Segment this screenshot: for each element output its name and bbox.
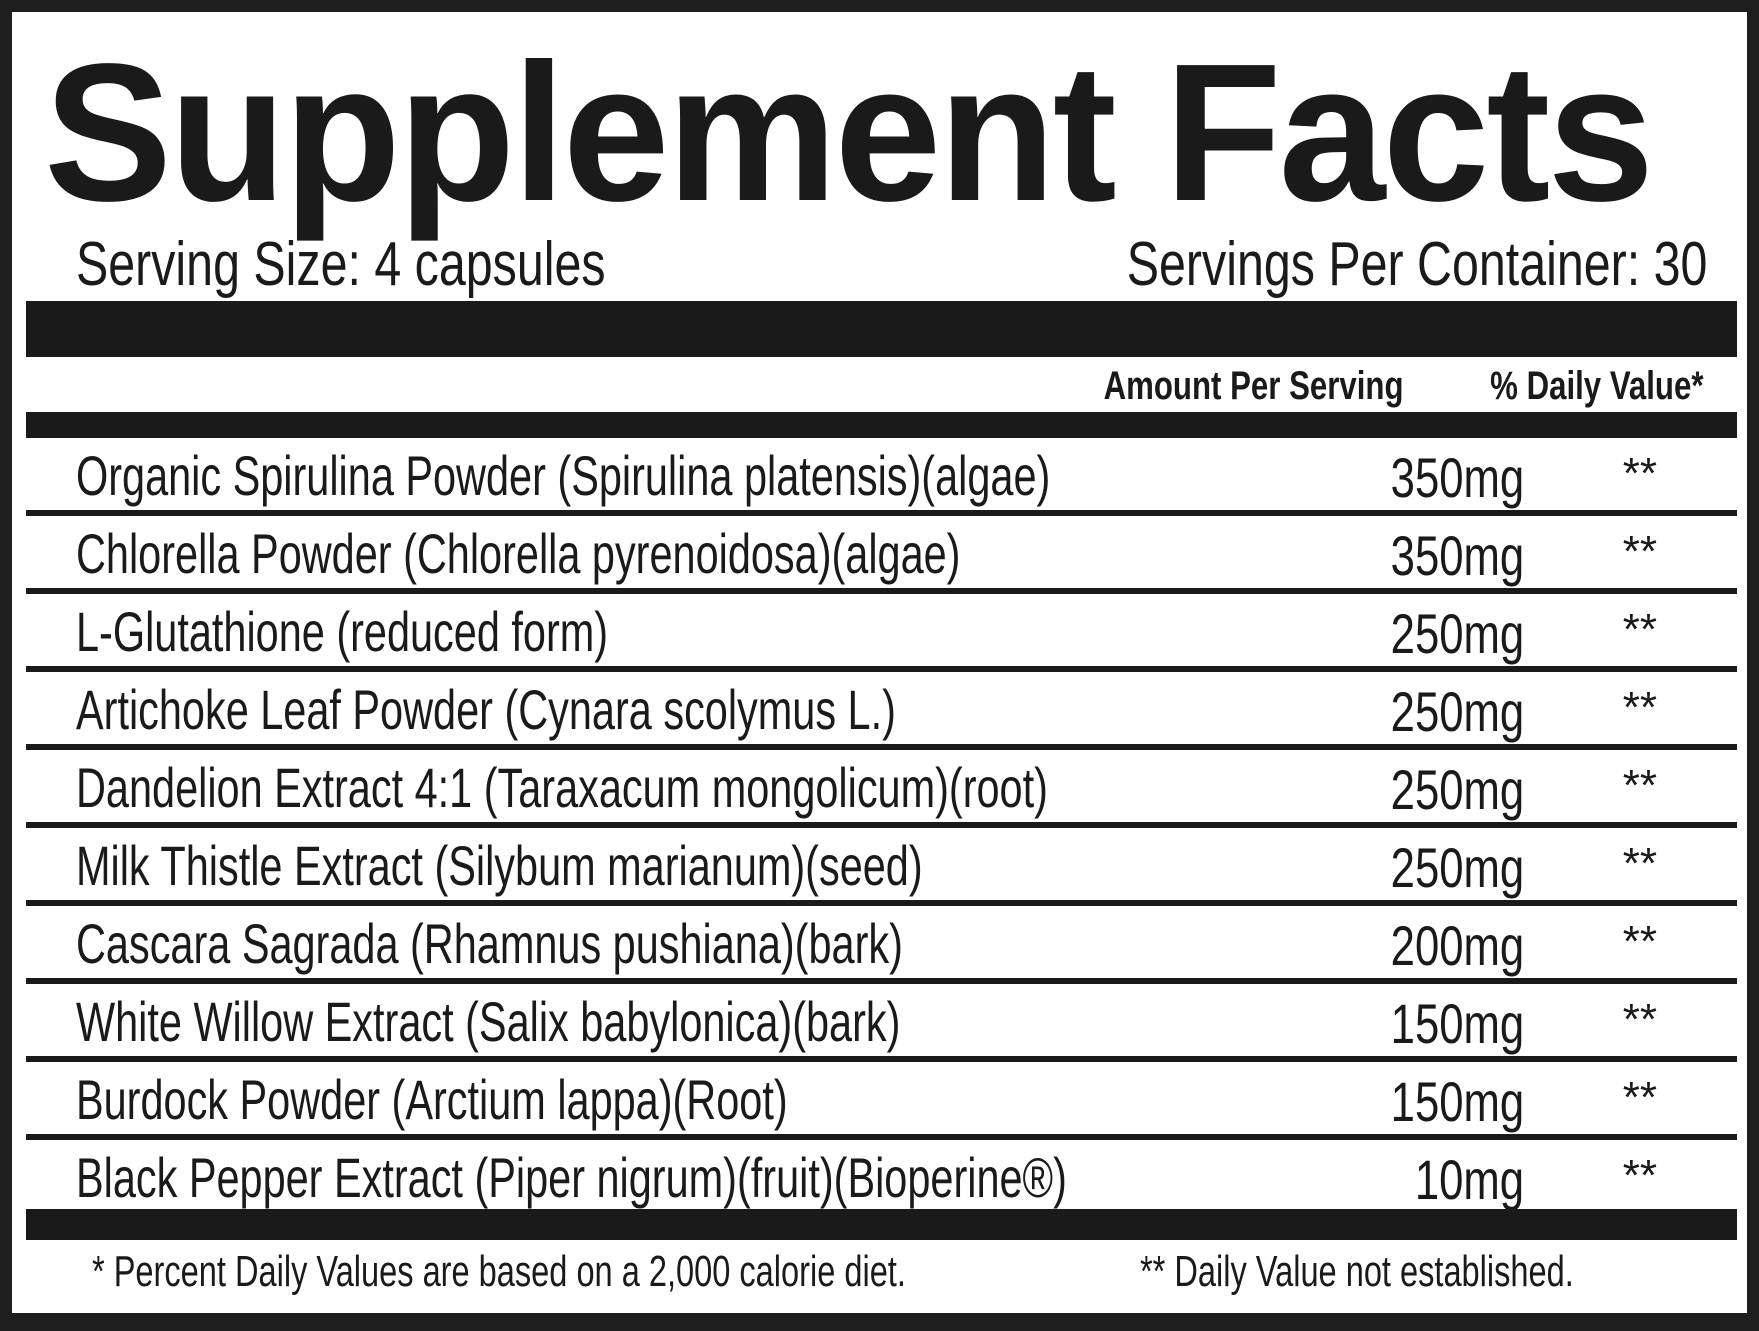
ingredient-amount: 250mg — [1390, 606, 1524, 662]
ingredient-row: Chlorella Powder (Chlorella pyrenoidosa)… — [26, 516, 1737, 594]
footnote-right-text: ** Daily Value not established. — [1140, 1247, 1574, 1296]
ingredient-amount: 150mg — [1390, 996, 1524, 1052]
ingredient-row: Artichoke Leaf Powder (Cynara scolymus L… — [26, 672, 1737, 750]
ingredient-name-text: L-Glutathione (reduced form) — [76, 600, 609, 663]
ingredient-amount: 350mg — [1390, 528, 1524, 584]
ingredient-name-text: Burdock Powder (Arctium lappa)(Root) — [76, 1068, 788, 1131]
header-amount: Amount Per Serving — [1104, 366, 1404, 406]
serving-size-text: Serving Size: 4 capsules — [76, 230, 606, 299]
footnote-daily-values: * Percent Daily Values are based on a 2,… — [92, 1250, 906, 1294]
ingredient-amount-text: 150mg — [1390, 1070, 1524, 1133]
ingredient-daily-value: ** — [1622, 449, 1657, 498]
ingredient-daily-value: ** — [1622, 527, 1657, 576]
servings-per-container: Servings Per Container: 30 — [1126, 234, 1707, 296]
ingredient-amount-text: 250mg — [1390, 758, 1524, 821]
footnote-left-text: * Percent Daily Values are based on a 2,… — [92, 1247, 906, 1296]
ingredient-amount: 150mg — [1390, 1074, 1524, 1130]
ingredient-daily-value: ** — [1622, 1073, 1657, 1122]
header-divider — [26, 412, 1737, 438]
ingredient-amount-text: 350mg — [1390, 446, 1524, 509]
ingredient-name: Artichoke Leaf Powder (Cynara scolymus L… — [76, 682, 896, 738]
ingredient-name-text: Dandelion Extract 4:1 (Taraxacum mongoli… — [76, 756, 1048, 819]
ingredient-amount-text: 150mg — [1390, 992, 1524, 1055]
ingredient-name-text: Artichoke Leaf Powder (Cynara scolymus L… — [76, 678, 896, 741]
ingredient-row: White Willow Extract (Salix babylonica)(… — [26, 984, 1737, 1062]
label-title: Supplement Facts — [44, 23, 1654, 242]
ingredient-amount: 10mg — [1415, 1152, 1524, 1208]
header-daily-value: % Daily Value* — [1490, 366, 1703, 406]
ingredient-name: White Willow Extract (Salix babylonica)(… — [76, 994, 900, 1050]
ingredient-name-text: Cascara Sagrada (Rhamnus pushiana)(bark) — [76, 912, 903, 975]
ingredient-name: Organic Spirulina Powder (Spirulina plat… — [76, 448, 1050, 504]
ingredient-amount-text: 200mg — [1390, 914, 1524, 977]
servings-per-container-text: Servings Per Container: 30 — [1126, 230, 1707, 299]
ingredient-name-text: Chlorella Powder (Chlorella pyrenoidosa)… — [76, 522, 961, 585]
ingredient-amount: 250mg — [1390, 762, 1524, 818]
ingredient-name-text: White Willow Extract (Salix babylonica)(… — [76, 990, 901, 1053]
ingredient-daily-value: ** — [1622, 995, 1657, 1044]
ingredient-name-text: Black Pepper Extract (Piper nigrum)(frui… — [76, 1146, 1067, 1209]
ingredient-row: Cascara Sagrada (Rhamnus pushiana)(bark)… — [26, 906, 1737, 984]
ingredient-name-text: Organic Spirulina Powder (Spirulina plat… — [76, 444, 1051, 507]
ingredient-amount-text: 250mg — [1390, 602, 1524, 665]
bottom-divider — [26, 1209, 1737, 1240]
ingredient-amount: 350mg — [1390, 450, 1524, 506]
serving-size: Serving Size: 4 capsules — [76, 234, 606, 296]
ingredient-name: Chlorella Powder (Chlorella pyrenoidosa)… — [76, 526, 960, 582]
ingredient-row: L-Glutathione (reduced form) 250mg ** — [26, 594, 1737, 672]
ingredient-daily-value: ** — [1622, 605, 1657, 654]
ingredient-amount-text: 10mg — [1414, 1148, 1524, 1211]
ingredient-name: Dandelion Extract 4:1 (Taraxacum mongoli… — [76, 760, 1048, 816]
ingredient-amount: 250mg — [1390, 684, 1524, 740]
ingredient-name: Milk Thistle Extract (Silybum marianum)(… — [76, 838, 923, 894]
ingredient-amount: 200mg — [1390, 918, 1524, 974]
ingredient-row: Dandelion Extract 4:1 (Taraxacum mongoli… — [26, 750, 1737, 828]
ingredient-daily-value: ** — [1622, 1151, 1657, 1200]
ingredient-name: Burdock Powder (Arctium lappa)(Root) — [76, 1072, 788, 1128]
ingredient-name-text: Milk Thistle Extract (Silybum marianum)(… — [76, 834, 923, 897]
thick-divider — [26, 301, 1737, 357]
ingredient-row: Black Pepper Extract (Piper nigrum)(frui… — [26, 1140, 1737, 1212]
ingredient-name: L-Glutathione (reduced form) — [76, 604, 608, 660]
header-daily-value-text: % Daily Value* — [1489, 364, 1703, 408]
ingredient-amount-text: 250mg — [1390, 836, 1524, 899]
ingredient-daily-value: ** — [1622, 917, 1657, 966]
ingredient-name: Black Pepper Extract (Piper nigrum)(frui… — [76, 1150, 1067, 1206]
ingredient-row: Burdock Powder (Arctium lappa)(Root) 150m… — [26, 1062, 1737, 1140]
ingredient-row: Organic Spirulina Powder (Spirulina plat… — [26, 438, 1737, 516]
footnote-not-established: ** Daily Value not established. — [1140, 1250, 1574, 1294]
ingredient-table: Organic Spirulina Powder (Spirulina plat… — [26, 438, 1737, 1212]
ingredient-daily-value: ** — [1622, 761, 1657, 810]
ingredient-row: Milk Thistle Extract (Silybum marianum)(… — [26, 828, 1737, 906]
ingredient-amount-text: 350mg — [1390, 524, 1524, 587]
header-amount-text: Amount Per Serving — [1104, 364, 1404, 408]
ingredient-daily-value: ** — [1622, 683, 1657, 732]
ingredient-amount-text: 250mg — [1390, 680, 1524, 743]
ingredient-daily-value: ** — [1622, 839, 1657, 888]
ingredient-name: Cascara Sagrada (Rhamnus pushiana)(bark) — [76, 916, 903, 972]
ingredient-amount: 250mg — [1390, 840, 1524, 896]
